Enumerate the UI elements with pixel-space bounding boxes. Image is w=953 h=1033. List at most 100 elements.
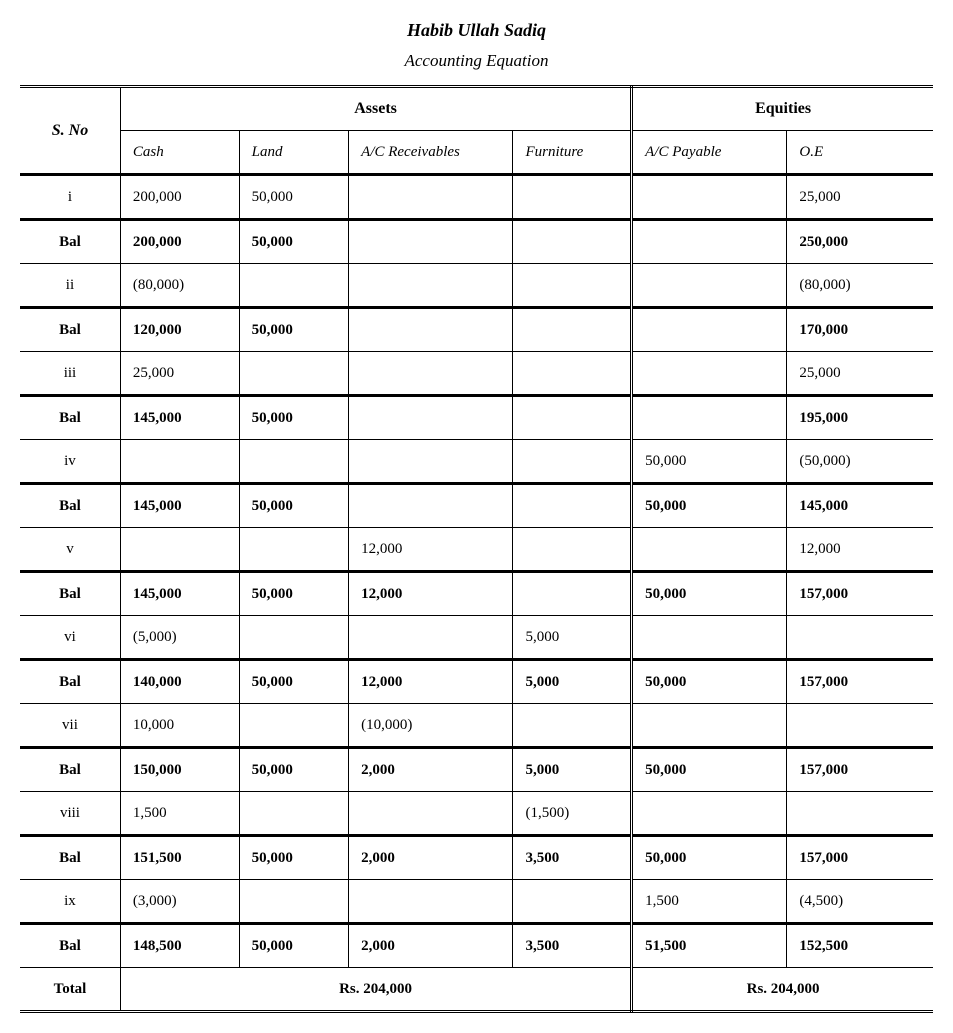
cell-furniture bbox=[513, 484, 632, 528]
cell-land: 50,000 bbox=[239, 220, 349, 264]
cell-sno: ii bbox=[20, 264, 120, 308]
col-header-oe: O.E bbox=[787, 131, 933, 175]
cell-oe bbox=[787, 792, 933, 836]
col-header-ap: A/C Payable bbox=[632, 131, 787, 175]
cell-ar bbox=[349, 880, 513, 924]
cell-ap bbox=[632, 175, 787, 220]
cell-ap bbox=[632, 220, 787, 264]
cell-oe: 12,000 bbox=[787, 528, 933, 572]
cell-cash: 145,000 bbox=[120, 484, 239, 528]
cell-sno: Bal bbox=[20, 836, 120, 880]
table-row: ii(80,000)(80,000) bbox=[20, 264, 933, 308]
table-row: Bal140,00050,00012,0005,00050,000157,000 bbox=[20, 660, 933, 704]
cell-oe: 157,000 bbox=[787, 836, 933, 880]
total-label: Total bbox=[20, 968, 120, 1012]
cell-oe: 157,000 bbox=[787, 572, 933, 616]
cell-furniture bbox=[513, 572, 632, 616]
cell-ar bbox=[349, 352, 513, 396]
cell-ar: 2,000 bbox=[349, 748, 513, 792]
cell-sno: iv bbox=[20, 440, 120, 484]
cell-cash: 10,000 bbox=[120, 704, 239, 748]
cell-land bbox=[239, 264, 349, 308]
column-header-row: Cash Land A/C Receivables Furniture A/C … bbox=[20, 131, 933, 175]
cell-ap: 50,000 bbox=[632, 660, 787, 704]
cell-furniture bbox=[513, 528, 632, 572]
table-row: Bal148,50050,0002,0003,50051,500152,500 bbox=[20, 924, 933, 968]
cell-land: 50,000 bbox=[239, 484, 349, 528]
cell-oe: 170,000 bbox=[787, 308, 933, 352]
cell-land bbox=[239, 880, 349, 924]
table-row: Bal150,00050,0002,0005,00050,000157,000 bbox=[20, 748, 933, 792]
cell-sno: viii bbox=[20, 792, 120, 836]
cell-furniture: 3,500 bbox=[513, 836, 632, 880]
cell-sno: Bal bbox=[20, 484, 120, 528]
table-row: Bal145,00050,00050,000145,000 bbox=[20, 484, 933, 528]
table-row: viii1,500 (1,500) bbox=[20, 792, 933, 836]
table-body: i200,00050,00025,000Bal200,00050,000250,… bbox=[20, 175, 933, 968]
cell-ap: 50,000 bbox=[632, 572, 787, 616]
cell-ap: 50,000 bbox=[632, 440, 787, 484]
group-header-equities: Equities bbox=[632, 87, 933, 131]
cell-cash bbox=[120, 440, 239, 484]
cell-furniture bbox=[513, 352, 632, 396]
cell-furniture: 5,000 bbox=[513, 660, 632, 704]
total-equities: Rs. 204,000 bbox=[632, 968, 933, 1012]
cell-sno: i bbox=[20, 175, 120, 220]
table-row: iv50,000(50,000) bbox=[20, 440, 933, 484]
cell-cash: 120,000 bbox=[120, 308, 239, 352]
cell-sno: ix bbox=[20, 880, 120, 924]
cell-ap bbox=[632, 792, 787, 836]
cell-furniture: 5,000 bbox=[513, 748, 632, 792]
cell-cash: 140,000 bbox=[120, 660, 239, 704]
col-header-cash: Cash bbox=[120, 131, 239, 175]
cell-sno: vii bbox=[20, 704, 120, 748]
cell-ar bbox=[349, 175, 513, 220]
cell-cash: 150,000 bbox=[120, 748, 239, 792]
col-header-land: Land bbox=[239, 131, 349, 175]
cell-ar bbox=[349, 396, 513, 440]
cell-ap bbox=[632, 264, 787, 308]
cell-ap bbox=[632, 528, 787, 572]
cell-sno: Bal bbox=[20, 220, 120, 264]
cell-cash: 200,000 bbox=[120, 220, 239, 264]
cell-ap: 50,000 bbox=[632, 836, 787, 880]
cell-ap bbox=[632, 704, 787, 748]
cell-oe: 152,500 bbox=[787, 924, 933, 968]
table-row: vi(5,000)5,000 bbox=[20, 616, 933, 660]
cell-land: 50,000 bbox=[239, 572, 349, 616]
cell-oe bbox=[787, 616, 933, 660]
cell-cash: (3,000) bbox=[120, 880, 239, 924]
cell-ar: 2,000 bbox=[349, 836, 513, 880]
cell-oe: 145,000 bbox=[787, 484, 933, 528]
cell-ar bbox=[349, 792, 513, 836]
table-row: Bal200,00050,000250,000 bbox=[20, 220, 933, 264]
table-row: i200,00050,00025,000 bbox=[20, 175, 933, 220]
cell-cash: 145,000 bbox=[120, 572, 239, 616]
cell-ap: 1,500 bbox=[632, 880, 787, 924]
document-title: Habib Ullah Sadiq bbox=[20, 20, 933, 41]
cell-furniture: (1,500) bbox=[513, 792, 632, 836]
document-subtitle: Accounting Equation bbox=[20, 51, 933, 71]
cell-land bbox=[239, 528, 349, 572]
cell-land bbox=[239, 704, 349, 748]
cell-ar: 12,000 bbox=[349, 528, 513, 572]
cell-land bbox=[239, 440, 349, 484]
cell-cash: 1,500 bbox=[120, 792, 239, 836]
cell-ap bbox=[632, 396, 787, 440]
cell-land bbox=[239, 792, 349, 836]
col-header-ar: A/C Receivables bbox=[349, 131, 513, 175]
cell-ap bbox=[632, 616, 787, 660]
group-header-row: S. No Assets Equities bbox=[20, 87, 933, 131]
cell-furniture bbox=[513, 220, 632, 264]
cell-land: 50,000 bbox=[239, 175, 349, 220]
cell-land bbox=[239, 352, 349, 396]
table-row: v12,00012,000 bbox=[20, 528, 933, 572]
cell-cash: 145,000 bbox=[120, 396, 239, 440]
cell-land: 50,000 bbox=[239, 836, 349, 880]
total-row: Total Rs. 204,000 Rs. 204,000 bbox=[20, 968, 933, 1012]
cell-furniture bbox=[513, 440, 632, 484]
cell-furniture bbox=[513, 175, 632, 220]
cell-land bbox=[239, 616, 349, 660]
table-row: vii10,000(10,000) bbox=[20, 704, 933, 748]
cell-oe: (4,500) bbox=[787, 880, 933, 924]
